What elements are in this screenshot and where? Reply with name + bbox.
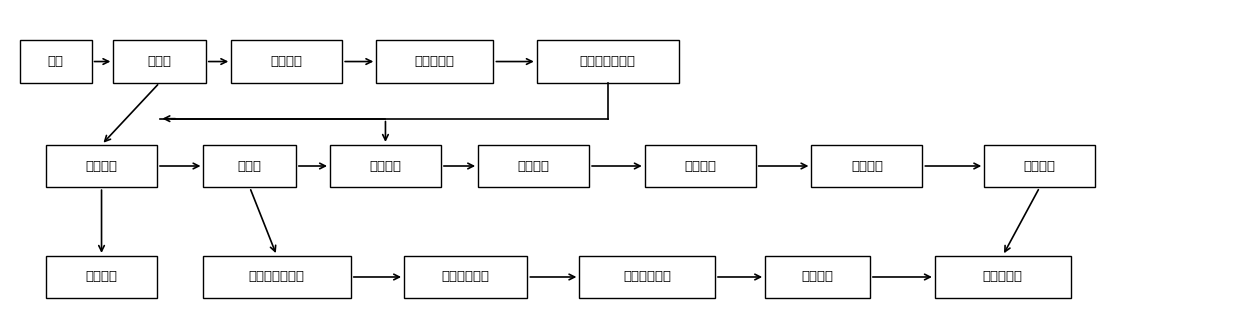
Text: 位置取温: 位置取温 [801,271,833,284]
FancyBboxPatch shape [20,40,92,83]
FancyBboxPatch shape [985,145,1095,187]
FancyBboxPatch shape [479,145,589,187]
Text: 均匀性评价: 均匀性评价 [982,271,1023,284]
Text: 红外成像: 红外成像 [370,159,402,173]
FancyBboxPatch shape [46,256,157,298]
Text: 在线测温: 在线测温 [86,271,118,284]
Text: 连接温度记录仪: 连接温度记录仪 [579,55,636,68]
Text: 热存储器取数据: 热存储器取数据 [249,271,305,284]
FancyBboxPatch shape [113,40,206,83]
FancyBboxPatch shape [376,40,494,83]
Text: 钢坯: 钢坯 [48,55,63,68]
Text: 加热过程: 加热过程 [86,159,118,173]
Text: 图像取点: 图像取点 [851,159,883,173]
Text: 网格划分: 网格划分 [684,159,717,173]
Text: 入炉前: 入炉前 [148,55,171,68]
Text: 温度图像: 温度图像 [517,159,549,173]
FancyBboxPatch shape [404,256,527,298]
Text: 绘制温度曲线: 绘制温度曲线 [624,271,671,284]
Text: 测量打孔: 测量打孔 [270,55,303,68]
Text: 色温转化: 色温转化 [1024,159,1055,173]
FancyBboxPatch shape [203,145,296,187]
Text: 安装热电偶: 安装热电偶 [415,55,455,68]
FancyBboxPatch shape [231,40,342,83]
FancyBboxPatch shape [811,145,923,187]
FancyBboxPatch shape [46,145,157,187]
FancyBboxPatch shape [579,256,715,298]
Text: 出炉后: 出炉后 [238,159,262,173]
FancyBboxPatch shape [537,40,678,83]
FancyBboxPatch shape [935,256,1070,298]
FancyBboxPatch shape [765,256,870,298]
Text: 数据送计算机: 数据送计算机 [441,271,490,284]
FancyBboxPatch shape [330,145,441,187]
FancyBboxPatch shape [645,145,756,187]
FancyBboxPatch shape [203,256,351,298]
